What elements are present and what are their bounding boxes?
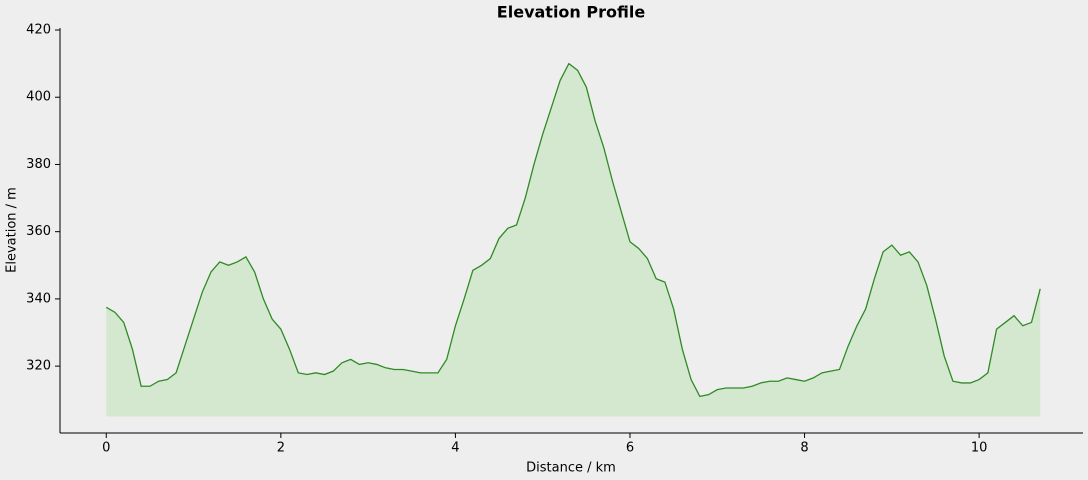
- x-tick-label: 2: [277, 441, 285, 456]
- y-axis-label: Elevation / m: [5, 187, 20, 273]
- area: [106, 63, 1041, 417]
- x-axis-label: Distance / km: [526, 461, 616, 476]
- x-tick-label: 4: [451, 441, 459, 456]
- x-tick-label: 8: [800, 441, 808, 456]
- x-tick-label: 0: [102, 441, 110, 456]
- x-tick-label: 10: [971, 441, 988, 456]
- y-tick-label: 320: [26, 359, 51, 374]
- y-tick-label: 420: [26, 23, 51, 38]
- chart-title: Elevation Profile: [497, 3, 646, 22]
- y-tick-label: 400: [26, 90, 51, 105]
- y-tick-label: 360: [26, 224, 51, 239]
- line: [105, 62, 1041, 398]
- x-tick-label: 6: [626, 441, 634, 456]
- y-tick-label: 380: [26, 157, 51, 172]
- y-tick-label: 340: [26, 291, 51, 306]
